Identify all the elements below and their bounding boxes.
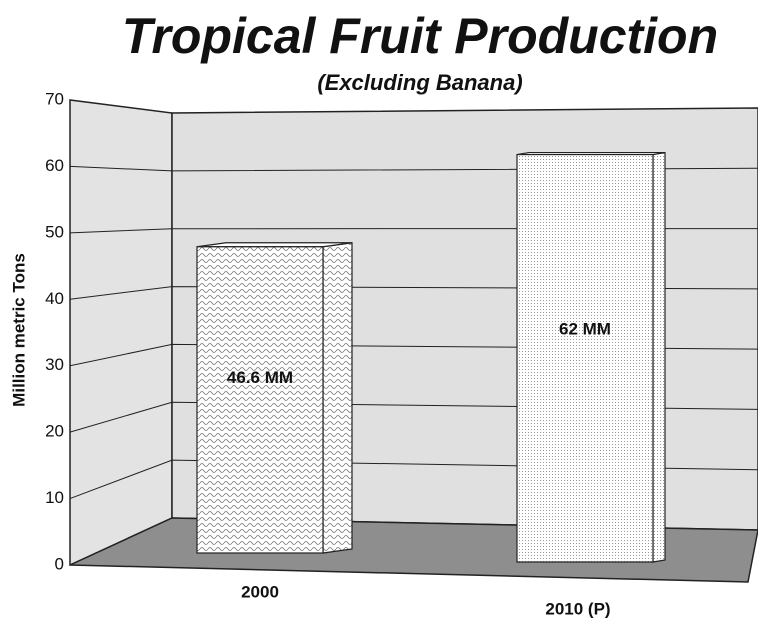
value-label: 62 MM xyxy=(559,319,611,338)
y-tick-label: 10 xyxy=(45,488,64,507)
y-tick-label: 0 xyxy=(55,554,64,573)
x-tick-label: 2000 xyxy=(241,582,279,601)
y-axis-label: Million metric Tons xyxy=(9,253,28,407)
bar-side xyxy=(322,242,353,554)
bar xyxy=(516,153,654,563)
y-tick-label: 50 xyxy=(45,222,64,241)
value-label: 46.6 MM xyxy=(227,368,293,387)
chart-title: Tropical Fruit Production xyxy=(122,8,718,64)
y-tick-label: 30 xyxy=(45,355,64,374)
bar xyxy=(196,246,324,554)
y-tick-label: 40 xyxy=(45,289,64,308)
chart-subtitle: (Excluding Banana) xyxy=(317,70,522,95)
y-tick-label: 60 xyxy=(45,156,64,175)
x-tick-label: 2010 (P) xyxy=(545,599,610,618)
y-tick-label: 20 xyxy=(45,422,64,441)
bar-side xyxy=(652,151,666,563)
y-tick-label: 70 xyxy=(45,89,64,108)
